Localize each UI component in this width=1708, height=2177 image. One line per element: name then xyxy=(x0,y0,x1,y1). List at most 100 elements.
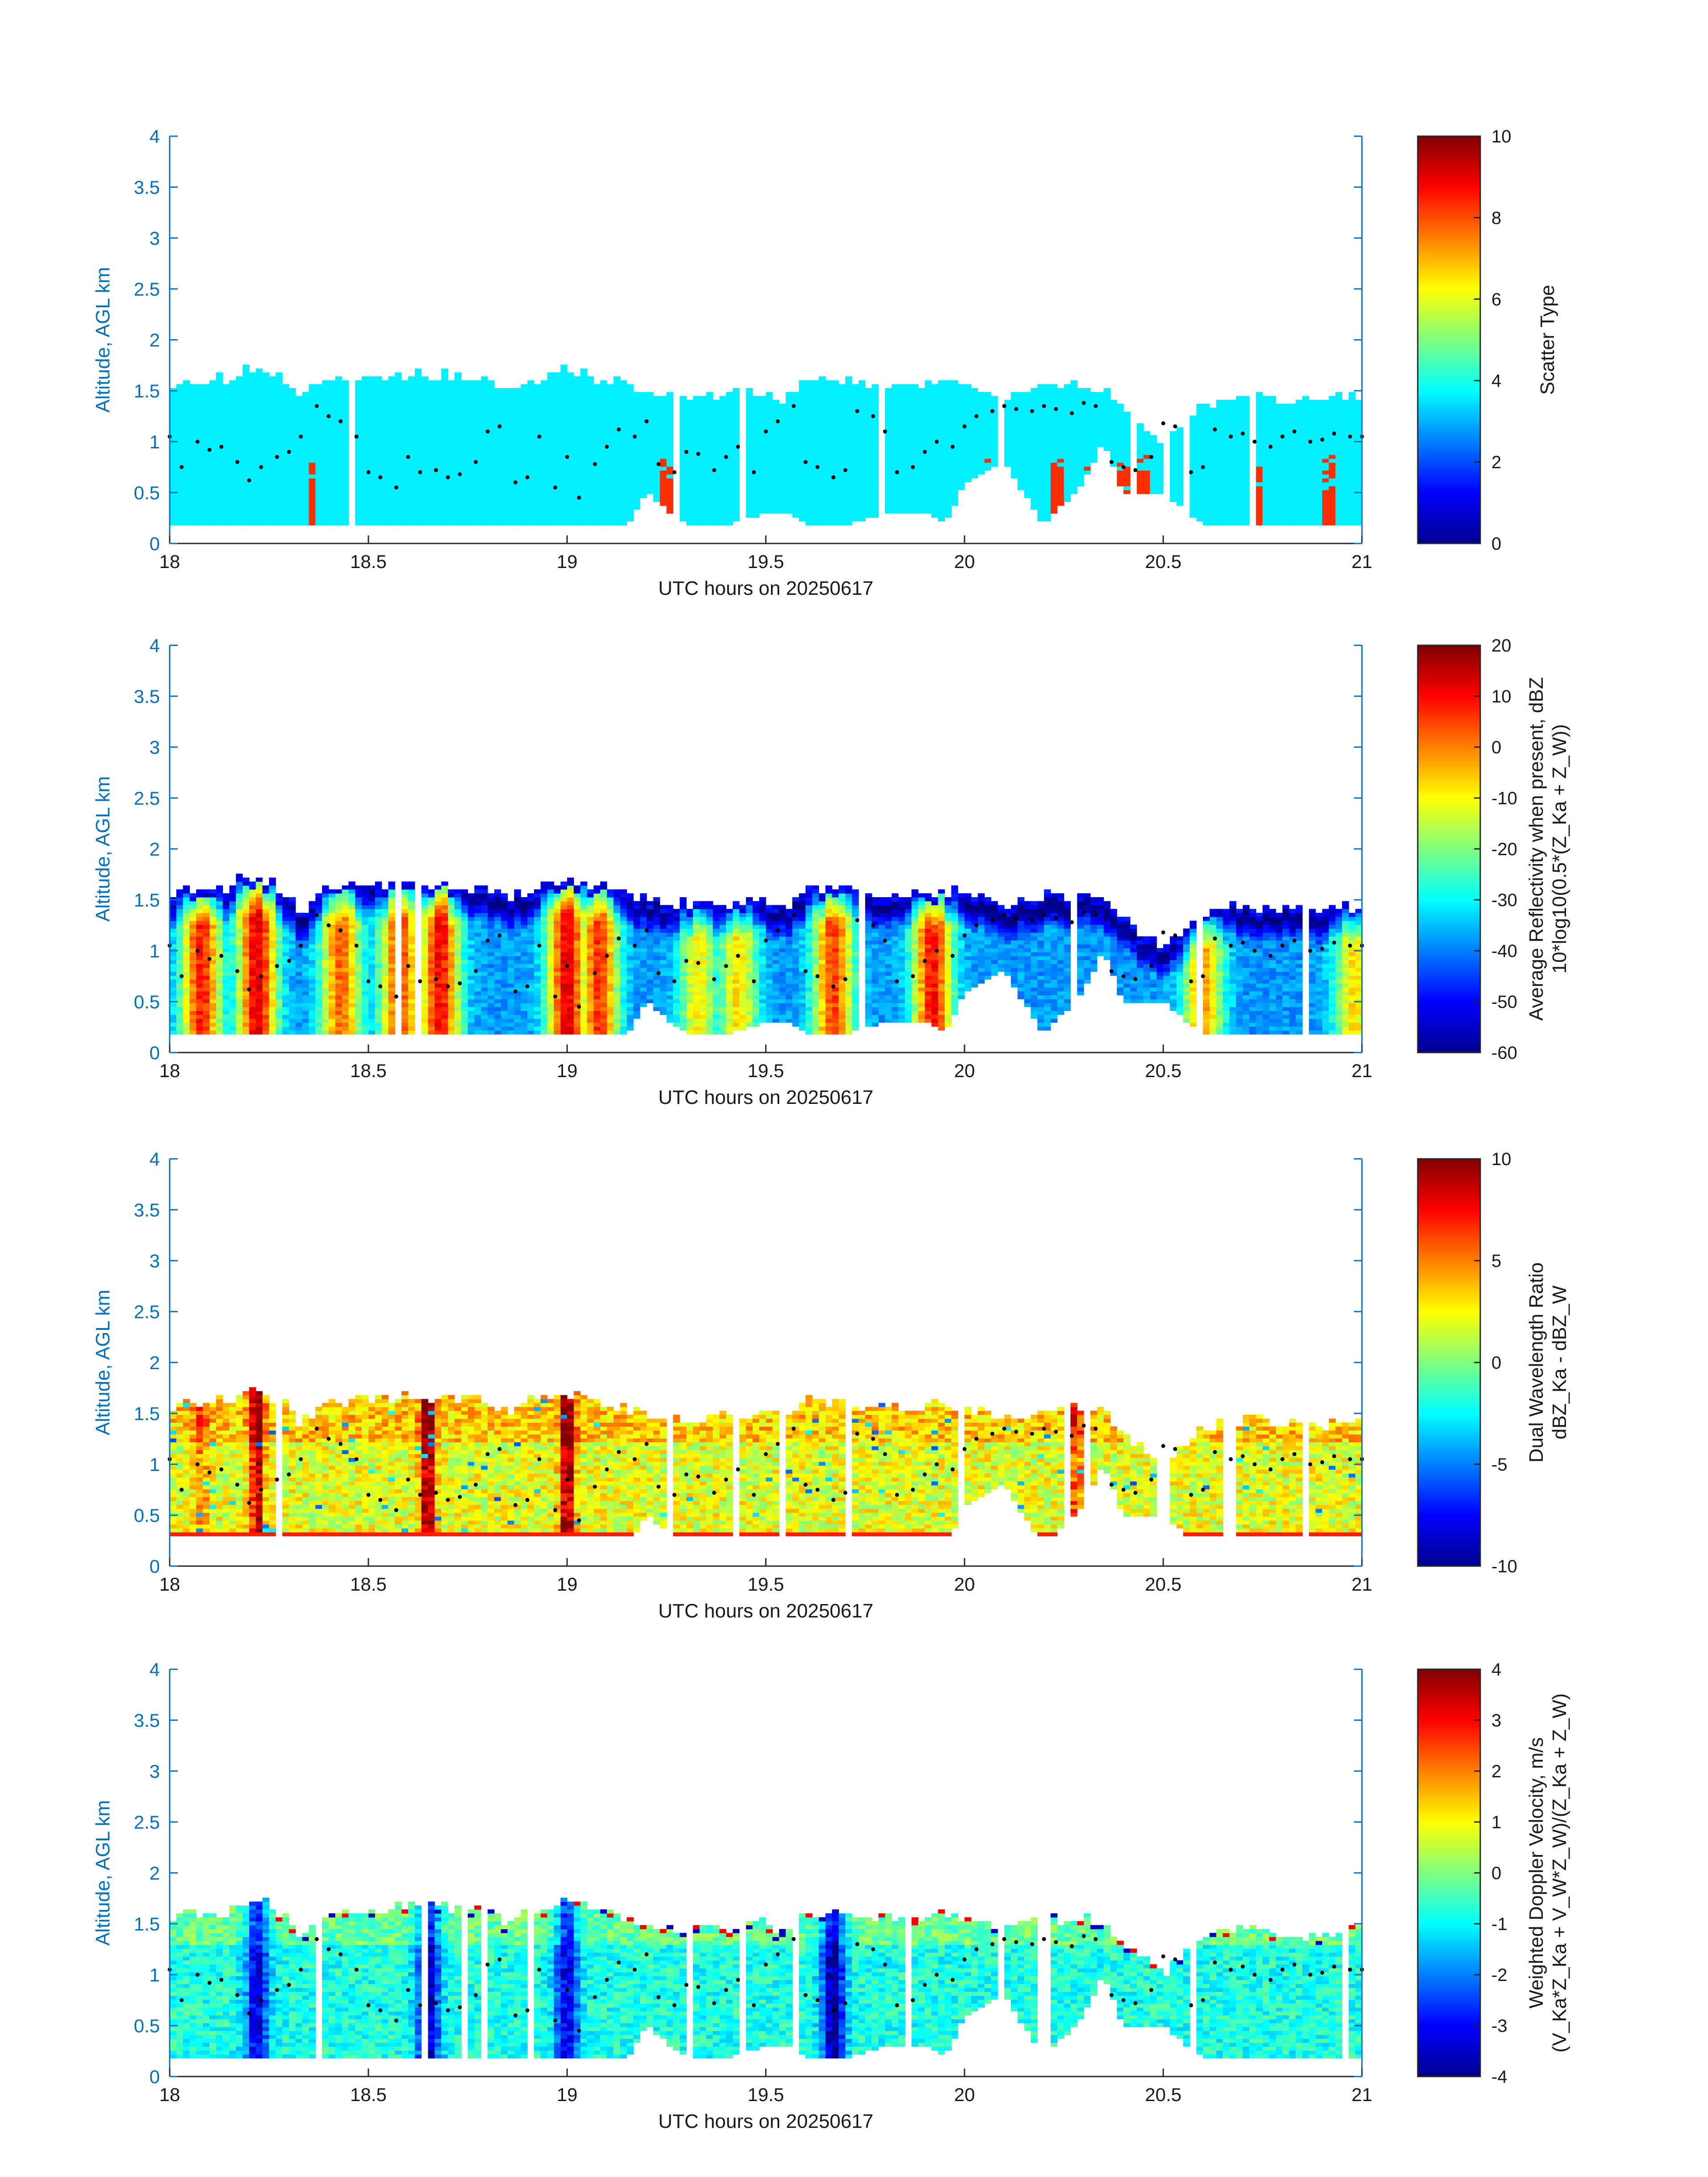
heatmap-cell xyxy=(640,435,647,439)
heatmap-cell xyxy=(441,451,448,455)
heatmap-cell xyxy=(567,459,574,463)
heatmap-cell xyxy=(574,506,580,510)
heatmap-cell xyxy=(355,443,362,447)
heatmap-cell xyxy=(488,463,494,467)
heatmap-cell xyxy=(441,455,448,459)
heatmap-cell xyxy=(415,517,422,521)
heatmap-cell xyxy=(428,510,435,514)
heatmap-cell xyxy=(514,431,521,435)
heatmap-cell xyxy=(660,408,667,412)
heatmap-cell xyxy=(190,466,196,470)
heatmap-cell xyxy=(792,501,799,506)
heatmap-cell xyxy=(554,490,560,494)
heatmap-cell xyxy=(455,498,461,502)
heatmap-cell xyxy=(514,419,521,423)
heatmap-cell xyxy=(779,474,786,478)
heatmap-cell xyxy=(375,506,382,510)
heatmap-cell xyxy=(408,412,415,416)
heatmap-cell xyxy=(647,443,653,447)
heatmap-cell xyxy=(806,494,812,498)
heatmap-cell xyxy=(719,431,726,435)
heatmap-cell xyxy=(335,447,342,451)
heatmap-cell xyxy=(839,423,845,427)
heatmap-cell xyxy=(680,490,686,494)
heatmap-cell xyxy=(600,392,607,396)
heatmap-cell xyxy=(792,474,799,478)
heatmap-cell xyxy=(587,404,594,408)
heatmap-cell xyxy=(315,423,322,427)
heatmap-cell xyxy=(488,435,494,439)
heatmap-cell xyxy=(826,506,832,510)
heatmap-cell xyxy=(752,474,759,478)
heatmap-cell xyxy=(309,521,316,525)
heatmap-cell xyxy=(296,490,302,494)
heatmap-cell xyxy=(448,423,455,427)
heatmap-cell xyxy=(401,482,408,486)
heatmap-cell xyxy=(362,376,368,380)
heatmap-cell xyxy=(547,447,554,451)
heatmap-cell xyxy=(607,415,614,419)
heatmap-cell xyxy=(719,439,726,443)
heatmap-cell xyxy=(799,427,806,431)
heatmap-cell xyxy=(726,506,733,510)
heatmap-cell xyxy=(249,412,256,416)
heatmap-column xyxy=(395,372,401,526)
heatmap-cell xyxy=(375,514,382,518)
heatmap-cell xyxy=(203,392,209,396)
heatmap-cell xyxy=(230,517,236,521)
heatmap-cell xyxy=(368,478,375,482)
heatmap-cell xyxy=(481,482,488,486)
heatmap-cell xyxy=(746,459,753,463)
heatmap-cell xyxy=(494,408,501,412)
heatmap-cell xyxy=(388,400,395,404)
heatmap-cell xyxy=(554,470,560,474)
heatmap-cell xyxy=(355,498,362,502)
heatmap-cell xyxy=(329,435,335,439)
heatmap-cell xyxy=(428,447,435,451)
heatmap-cell xyxy=(415,521,422,525)
heatmap-cell xyxy=(633,459,640,463)
heatmap-column xyxy=(481,376,488,526)
heatmap-cell xyxy=(375,501,382,506)
heatmap-column xyxy=(249,372,256,526)
heatmap-cell xyxy=(481,384,488,388)
heatmap-cell xyxy=(693,439,700,443)
heatmap-cell xyxy=(792,443,799,447)
heatmap-cell xyxy=(276,478,282,482)
heatmap-cell xyxy=(541,490,547,494)
heatmap-cell xyxy=(680,466,686,470)
heatmap-cell xyxy=(620,380,627,384)
heatmap-cell xyxy=(494,388,501,392)
heatmap-cell xyxy=(600,459,607,463)
heatmap-cell xyxy=(170,427,176,431)
heatmap-cell xyxy=(567,423,574,427)
heatmap-cell xyxy=(302,400,309,404)
heatmap-cell xyxy=(614,412,620,416)
heatmap-cell xyxy=(839,486,845,490)
heatmap-cell xyxy=(812,514,819,518)
heatmap-cell xyxy=(190,459,196,463)
heatmap-cell xyxy=(368,415,375,419)
heatmap-cell xyxy=(633,392,640,396)
heatmap-cell xyxy=(819,443,826,447)
heatmap-cell xyxy=(752,447,759,451)
heatmap-cell xyxy=(567,419,574,423)
heatmap-cell xyxy=(680,396,686,400)
heatmap-cell xyxy=(183,517,190,521)
heatmap-cell xyxy=(401,412,408,416)
heatmap-cell xyxy=(733,517,739,521)
heatmap-cell xyxy=(792,408,799,412)
heatmap-cell xyxy=(514,400,521,404)
heatmap-cell xyxy=(786,415,793,419)
heatmap-cell xyxy=(534,478,541,482)
heatmap-cell xyxy=(719,498,726,502)
heatmap-cell xyxy=(667,466,673,470)
heatmap-cell xyxy=(276,474,282,478)
heatmap-cell xyxy=(839,482,845,486)
heatmap-cell xyxy=(547,412,554,416)
heatmap-cell xyxy=(593,478,600,482)
heatmap-cell xyxy=(401,459,408,463)
heatmap-cell xyxy=(580,517,587,521)
heatmap-cell xyxy=(713,501,719,506)
heatmap-cell xyxy=(170,412,176,416)
